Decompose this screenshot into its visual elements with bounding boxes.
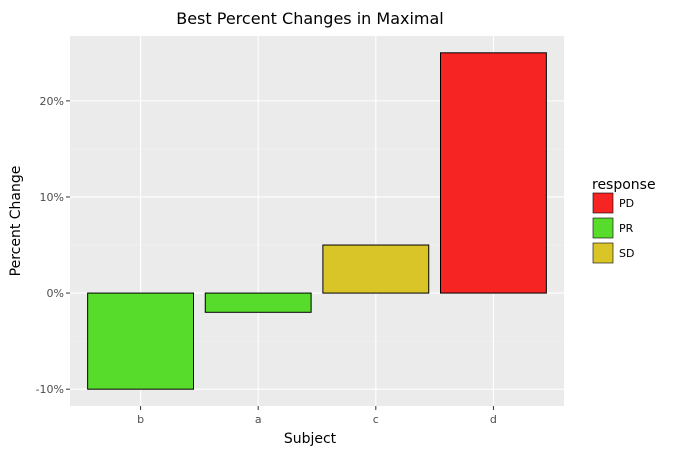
legend-key-PD (592, 192, 614, 214)
legend-key-PR (592, 217, 614, 239)
x-axis-title: Subject (284, 431, 337, 447)
x-tick-label: b (137, 413, 144, 426)
y-axis: -10% 0% 10% 20% (36, 95, 70, 396)
legend-label: PD (619, 197, 634, 210)
x-tick-label: a (255, 413, 262, 426)
legend-key-SD (592, 242, 614, 264)
y-tick-label: 0% (47, 287, 64, 300)
bar-c (322, 244, 430, 294)
legend-label: PR (619, 222, 634, 235)
y-tick-label: 20% (40, 95, 64, 108)
bar-a (204, 292, 312, 313)
y-tick-label: 10% (40, 191, 64, 204)
y-tick-label: -10% (36, 383, 64, 396)
legend: response PD PR SD (592, 177, 656, 264)
legend-title: response (592, 177, 656, 193)
chart-title: Best Percent Changes in Maximal (176, 9, 444, 28)
bar-d (440, 52, 547, 294)
y-axis-title: Percent Change (8, 166, 24, 277)
bars (87, 52, 547, 390)
bar-b (87, 292, 194, 390)
legend-label: SD (619, 247, 634, 260)
x-tick-label: d (490, 413, 497, 426)
x-tick-label: c (373, 413, 379, 426)
